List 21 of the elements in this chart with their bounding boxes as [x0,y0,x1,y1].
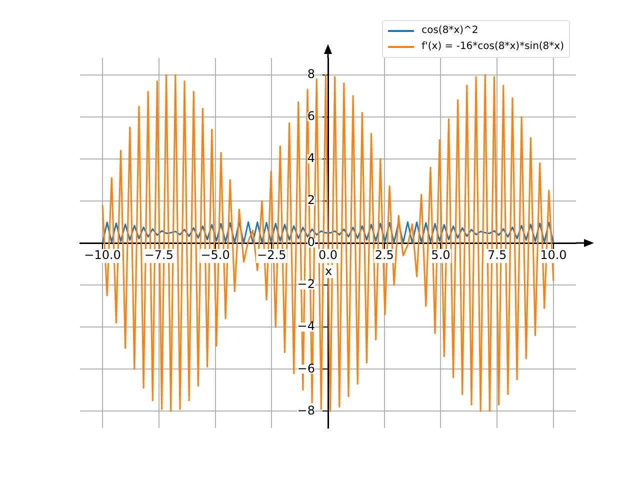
y-tick-label: 6 [307,108,315,123]
x-tick-label: 7.5 [488,248,507,262]
x-tick-label: −10.0 [84,248,121,262]
x-tick-label: −5.0 [200,248,230,262]
x-axis-title: x [324,264,334,278]
y-tick-label: 2 [307,193,315,208]
x-tick-label: 10.0 [540,248,567,262]
x-tick-label: 5.0 [431,248,450,262]
legend-label: f'(x) = -16*cos(8*x)*sin(8*x) [422,40,564,54]
y-tick-label: 4 [307,151,315,166]
x-tick-label: 2.5 [374,248,394,262]
y-tick-label: −6 [297,361,315,376]
x-tick-label: 0.0 [318,248,338,262]
y-tick-label: −4 [297,319,315,334]
y-tick-label: −8 [297,403,315,418]
legend-label: cos(8*x)^2 [422,24,478,38]
y-tick-label: 0 [307,235,315,250]
x-tick-label: −2.5 [257,248,286,262]
y-tick-label: 8 [307,66,315,81]
y-tick-label: −2 [297,277,315,292]
x-tick-label: −7.5 [144,248,174,262]
